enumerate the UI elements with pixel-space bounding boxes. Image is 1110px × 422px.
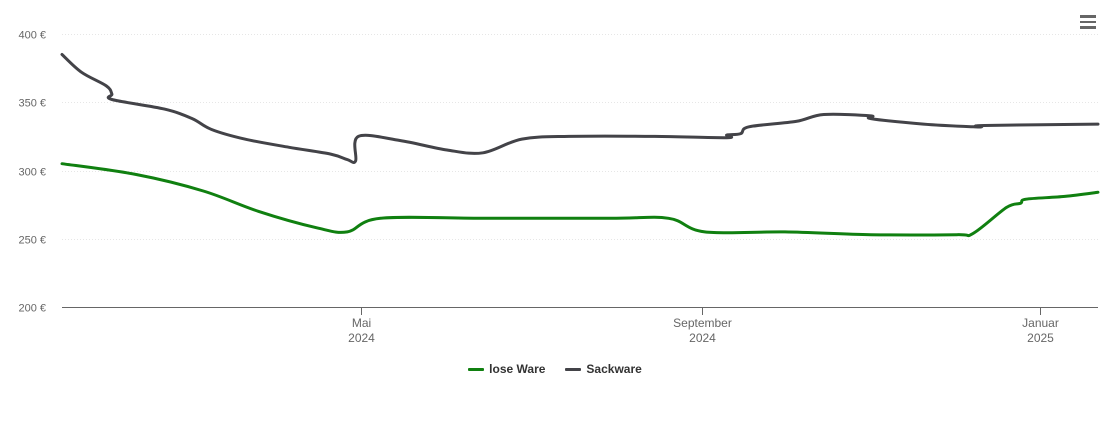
legend-item-sackware[interactable]: Sackware bbox=[565, 362, 642, 376]
chart-menu-button[interactable] bbox=[1077, 12, 1099, 32]
y-tick-label: 400 € bbox=[18, 30, 46, 42]
y-tick-label: 350 € bbox=[18, 98, 46, 110]
y-tick-label: 200 € bbox=[18, 303, 46, 315]
x-tick-label: Mai 2024 bbox=[348, 316, 375, 345]
series-line-sackware[interactable] bbox=[60, 53, 1100, 164]
x-tick-label: Januar 2025 bbox=[1022, 316, 1059, 345]
chart-legend: lose Ware Sackware bbox=[0, 362, 1110, 376]
legend-item-lose-ware[interactable]: lose Ware bbox=[468, 362, 545, 376]
legend-swatch-lose-ware bbox=[468, 367, 485, 371]
x-tick-label: September 2024 bbox=[673, 316, 732, 345]
y-tick-label: 300 € bbox=[18, 167, 46, 179]
series-line-lose-ware[interactable] bbox=[60, 162, 1100, 238]
legend-label-lose-ware: lose Ware bbox=[489, 362, 546, 376]
legend-swatch-sackware bbox=[565, 367, 582, 371]
y-tick-label: 250 € bbox=[18, 235, 46, 247]
legend-label-sackware: Sackware bbox=[586, 362, 642, 376]
